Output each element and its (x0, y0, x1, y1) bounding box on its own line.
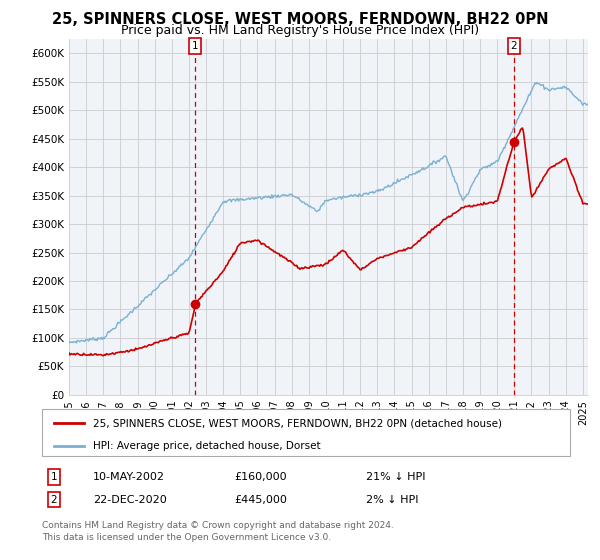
Text: HPI: Average price, detached house, Dorset: HPI: Average price, detached house, Dors… (93, 441, 320, 451)
Text: 21% ↓ HPI: 21% ↓ HPI (366, 472, 425, 482)
Text: 1: 1 (50, 472, 58, 482)
Text: £445,000: £445,000 (234, 494, 287, 505)
Text: 25, SPINNERS CLOSE, WEST MOORS, FERNDOWN, BH22 0PN: 25, SPINNERS CLOSE, WEST MOORS, FERNDOWN… (52, 12, 548, 27)
Text: 10-MAY-2002: 10-MAY-2002 (93, 472, 165, 482)
Text: 2: 2 (511, 41, 517, 51)
Text: £160,000: £160,000 (234, 472, 287, 482)
Text: This data is licensed under the Open Government Licence v3.0.: This data is licensed under the Open Gov… (42, 533, 331, 542)
Text: 25, SPINNERS CLOSE, WEST MOORS, FERNDOWN, BH22 0PN (detached house): 25, SPINNERS CLOSE, WEST MOORS, FERNDOWN… (93, 418, 502, 428)
Text: 22-DEC-2020: 22-DEC-2020 (93, 494, 167, 505)
Text: Contains HM Land Registry data © Crown copyright and database right 2024.: Contains HM Land Registry data © Crown c… (42, 521, 394, 530)
Text: 1: 1 (192, 41, 199, 51)
Text: 2: 2 (50, 494, 58, 505)
Text: 2% ↓ HPI: 2% ↓ HPI (366, 494, 419, 505)
Text: Price paid vs. HM Land Registry's House Price Index (HPI): Price paid vs. HM Land Registry's House … (121, 24, 479, 36)
